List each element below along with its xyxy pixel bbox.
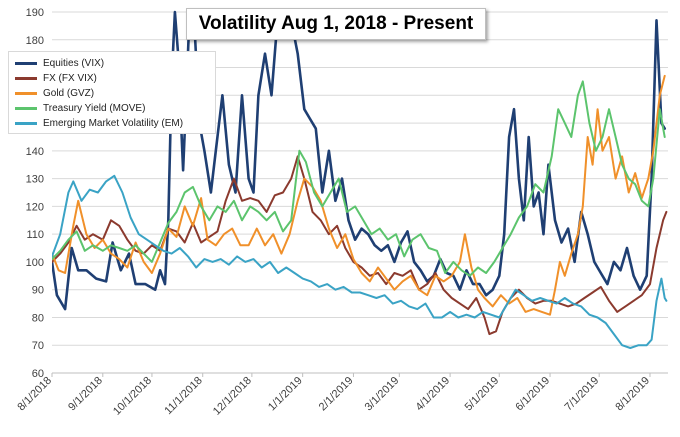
- chart-title-box: Volatility Aug 1, 2018 - Present: [186, 8, 486, 40]
- x-tick-label: 2/1/2019: [317, 375, 356, 414]
- legend-label-gold: Gold (GVZ): [43, 88, 95, 99]
- y-tick-label: 90: [32, 285, 44, 297]
- x-tick-label: 8/1/2019: [613, 375, 652, 414]
- legend-label-fx: FX (FX VIX): [43, 73, 97, 84]
- y-tick-label: 70: [32, 340, 44, 352]
- x-tick-label: 1/1/2019: [266, 375, 305, 414]
- legend-label-equities: Equities (VIX): [43, 58, 105, 69]
- x-tick-labels: 8/1/2018 9/1/2018 10/1/2018 11/1/2018 12/1/2…: [15, 375, 652, 418]
- legend-item-fx: FX (FX VIX): [15, 71, 209, 86]
- x-tick-label: 7/1/2019: [563, 375, 602, 414]
- legend-swatch-fx: [15, 77, 37, 80]
- x-tick-label: 9/1/2018: [66, 375, 105, 414]
- y-tick-label: 60: [32, 368, 44, 380]
- legend-item-em: Emerging Market Volatility (EM): [15, 116, 209, 131]
- legend-item-gold: Gold (GVZ): [15, 86, 209, 101]
- chart-title: Volatility Aug 1, 2018 - Present: [198, 13, 474, 34]
- x-tick-label: 11/1/2018: [162, 375, 205, 418]
- series-line-4: [52, 174, 668, 349]
- x-tick-label: 10/1/2018: [111, 375, 154, 418]
- y-tick-label: 110: [26, 229, 44, 241]
- x-tick-label: 3/1/2019: [363, 375, 402, 414]
- y-tick-label: 120: [26, 201, 44, 213]
- legend-swatch-gold: [15, 92, 37, 95]
- y-tick-label: 100: [26, 257, 44, 269]
- legend-swatch-treasury: [15, 107, 37, 110]
- series-line-3: [52, 80, 666, 277]
- axes: [51, 372, 668, 377]
- legend-label-treasury: Treasury Yield (MOVE): [43, 103, 146, 114]
- x-tick-label: 12/1/2018: [211, 375, 254, 418]
- y-tick-label: 140: [26, 146, 44, 158]
- y-tick-label: 80: [32, 312, 44, 324]
- x-tick-label: 6/1/2019: [513, 375, 552, 414]
- x-tick-label: 5/1/2019: [463, 375, 502, 414]
- y-tick-label: 190: [26, 7, 44, 19]
- legend-item-treasury: Treasury Yield (MOVE): [15, 101, 209, 116]
- series-line-1: [52, 155, 668, 336]
- legend-label-em: Emerging Market Volatility (EM): [43, 118, 184, 129]
- series-line-2: [52, 74, 666, 316]
- legend-item-equities: Equities (VIX): [15, 56, 209, 71]
- y-tick-label: 130: [26, 174, 44, 186]
- chart-legend: Equities (VIX) FX (FX VIX) Gold (GVZ) Tr…: [8, 51, 216, 134]
- x-tick-label: 4/1/2019: [413, 375, 452, 414]
- x-tick-label: 8/1/2018: [15, 375, 54, 414]
- y-tick-label: 180: [26, 35, 44, 47]
- legend-swatch-em: [15, 122, 37, 125]
- legend-swatch-equities: [15, 62, 37, 65]
